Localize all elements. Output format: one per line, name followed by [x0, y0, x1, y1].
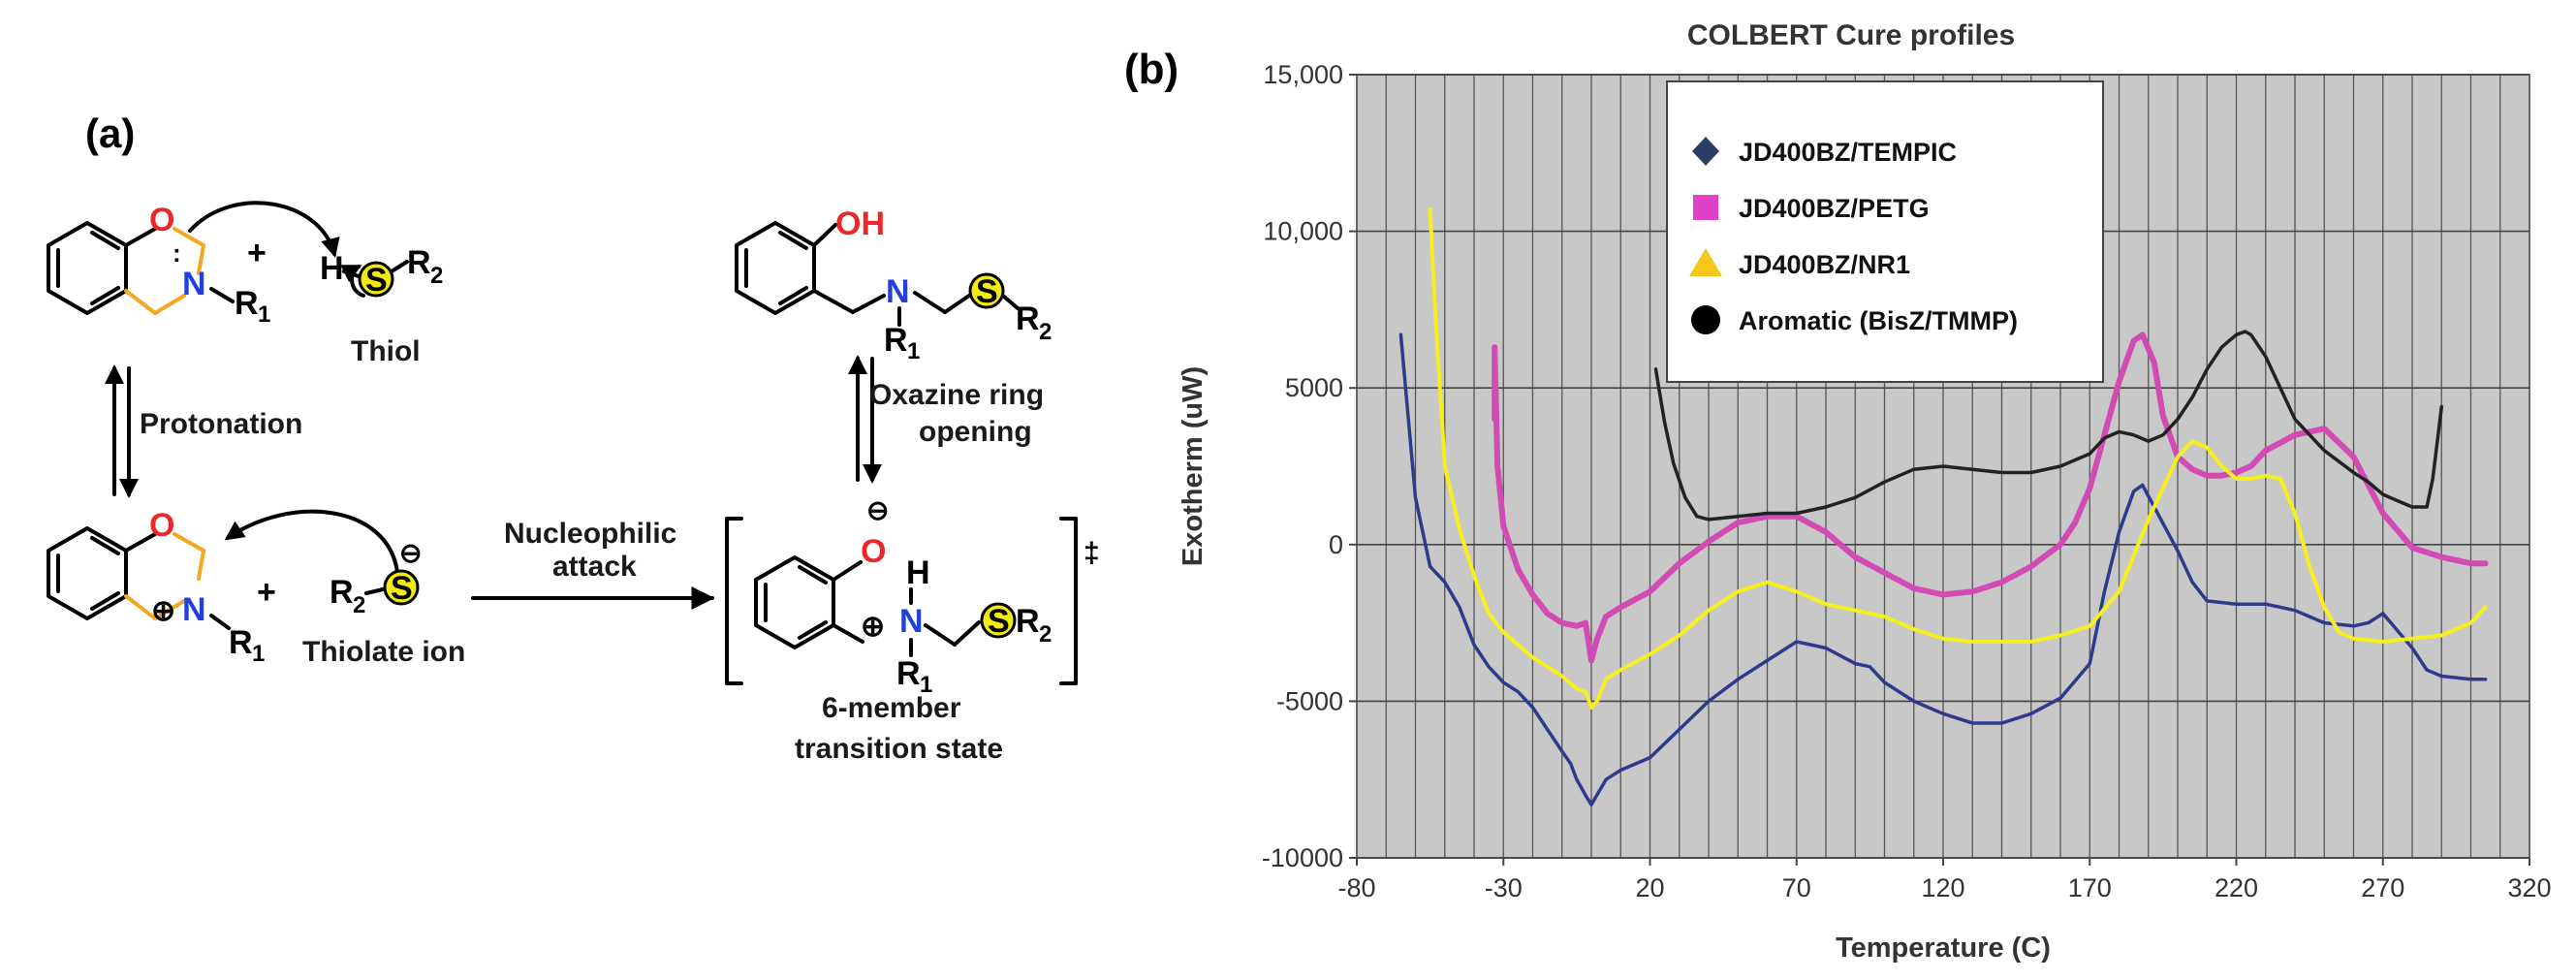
x-tick-label: -80 [1337, 873, 1375, 902]
legend-marker [1691, 305, 1720, 334]
svg-text:+: + [257, 574, 276, 611]
protonation-label: Protonation [140, 408, 302, 440]
nitrogen-atom-1: N [182, 266, 206, 302]
nucleophilic-label-1: Nucleophilic [504, 518, 676, 550]
curved-arrow-2 [224, 509, 399, 574]
oxygen-atom-1: O [149, 202, 174, 238]
svg-text:1: 1 [907, 338, 920, 364]
series-line-aromatic-bisz-tmmp- [1653, 330, 2444, 522]
svg-text:S: S [976, 273, 998, 310]
svg-text:2: 2 [430, 263, 443, 289]
svg-text:S: S [988, 603, 1010, 640]
legend-label: JD400BZ/NR1 [1739, 250, 1910, 279]
thiolate-label: Thiolate ion [302, 636, 465, 668]
legend: JD400BZ/TEMPIC JD400BZ/PETG JD400BZ/NR1 Aro… [1666, 80, 2104, 383]
svg-text:⊕: ⊕ [151, 595, 175, 627]
svg-text:O: O [861, 533, 886, 570]
series-layer [1398, 207, 2489, 806]
x-tick-label: 120 [1921, 873, 1964, 902]
series-line-jd400bz-petg [1492, 332, 2489, 664]
svg-text:H: H [320, 250, 344, 287]
svg-text:⊖: ⊖ [399, 538, 422, 568]
svg-text:R: R [229, 624, 253, 661]
x-tick-label: -30 [1485, 873, 1523, 902]
series-line-jd400bz-tempic [1398, 332, 2488, 806]
legend-box [1666, 80, 2104, 383]
thiolate-ion: R 2 S ⊖ Thiolate ion [302, 538, 465, 668]
legend-marker [1692, 137, 1719, 166]
x-axis-title: Temperature (C) [1836, 933, 2051, 964]
transition-state: ‡ O ⊖ H ⊕ N R 1 S R 2 [725, 495, 1100, 698]
svg-text:N: N [899, 603, 924, 640]
thiol-label: Thiol [351, 335, 421, 367]
svg-text::: : [173, 238, 181, 268]
svg-text:N: N [886, 273, 910, 310]
svg-text:⊖: ⊖ [866, 495, 889, 525]
svg-text:‡: ‡ [1084, 537, 1100, 569]
svg-text:S: S [391, 570, 413, 607]
svg-text:2: 2 [353, 592, 365, 618]
hydroxyl-label: OH [835, 205, 885, 242]
x-axis-ticks: -80 -30 20 70 120 170 220 270 320 [1337, 858, 2552, 902]
legend-marker [1689, 248, 1722, 276]
svg-text:R: R [884, 322, 908, 359]
x-tick-label: 270 [2361, 873, 2404, 902]
svg-text:N: N [182, 591, 206, 628]
svg-text:H: H [906, 554, 930, 591]
nucleophilic-label-2: attack [552, 551, 637, 583]
chart-title: COLBERT Cure profiles [1687, 19, 2015, 51]
legend-label: Aromatic (BisZ/TMMP) [1739, 306, 2018, 335]
ts-label-1: 6-member [822, 692, 961, 724]
svg-text:2: 2 [1039, 319, 1052, 345]
y-tick-label: 15,000 [1263, 60, 1343, 89]
thiol-molecule: H S R 2 Thiol [320, 244, 443, 367]
svg-text:R: R [330, 574, 354, 611]
svg-text:O: O [149, 507, 174, 544]
x-tick-label: 70 [1782, 873, 1811, 902]
svg-text:1: 1 [258, 301, 270, 328]
x-tick-label: 20 [1635, 873, 1664, 902]
ring-open-label-2: opening [919, 416, 1032, 448]
svg-text:R: R [1016, 300, 1040, 337]
legend-label: JD400BZ/TEMPIC [1739, 138, 1957, 167]
x-tick-label: 220 [2215, 873, 2258, 902]
y-axis-title: Exotherm (uW) [1178, 366, 1209, 566]
svg-text:1: 1 [920, 672, 932, 698]
series-line-jd400bz-nr1 [1428, 207, 2488, 710]
panel-b-label: (b) [1124, 46, 1178, 93]
product-molecule: OH N R 1 S R 2 [735, 205, 1052, 364]
y-tick-label: 5000 [1285, 373, 1343, 402]
svg-text:R: R [896, 655, 921, 692]
y-tick-label: 10,000 [1263, 217, 1343, 246]
ring-open-label-1: Oxazine ring [869, 379, 1044, 411]
svg-text:2: 2 [1039, 621, 1052, 648]
svg-text:1: 1 [252, 641, 265, 667]
svg-text:S: S [365, 262, 388, 299]
y-axis-ticks: -10000 -5000 0 5000 10,000 15,000 [1262, 60, 1357, 872]
x-tick-label: 170 [2068, 873, 2112, 902]
panel-a-label: (a) [85, 111, 135, 156]
reaction-scheme: (a) O N R 1 : + H S R 2 Thiol Protonatio… [47, 111, 1100, 765]
svg-text:R: R [407, 244, 431, 281]
legend-marker [1693, 195, 1718, 220]
y-tick-label: 0 [1329, 530, 1343, 559]
y-tick-label: -5000 [1276, 686, 1343, 715]
curved-arrow-1 [188, 201, 340, 258]
legend-label: JD400BZ/PETG [1739, 194, 1930, 223]
svg-text:⊕: ⊕ [861, 611, 885, 643]
svg-text:R: R [1016, 603, 1040, 640]
protonated-benzoxazine: O N ⊕ R 1 [47, 507, 265, 667]
x-tick-label: 320 [2507, 873, 2551, 902]
benzoxazine-molecule: O N R 1 : [47, 202, 270, 328]
svg-text:+: + [247, 235, 267, 271]
r1-label-1: R [235, 285, 259, 322]
y-tick-label: -10000 [1262, 843, 1343, 872]
ts-label-2: transition state [795, 733, 1003, 765]
